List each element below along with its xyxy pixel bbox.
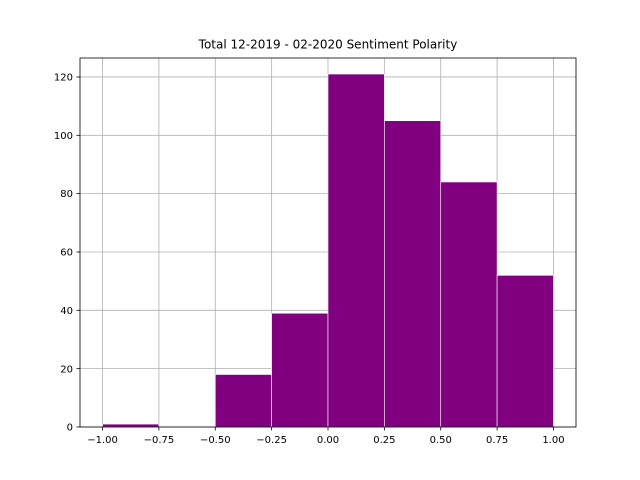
y-tick-label: 60: [60, 248, 73, 259]
x-tick-label: 0.00: [317, 435, 339, 446]
y-tick-label: 100: [54, 131, 73, 142]
x-tick-label: −0.75: [144, 435, 175, 446]
chart-title: Total 12-2019 - 02-2020 Sentiment Polari…: [198, 38, 458, 52]
histogram-bar: [496, 275, 554, 428]
histogram-bar: [384, 120, 442, 428]
x-axis-ticks: −1.00 −0.75 −0.50 −0.25 0.00 0.25 0.50 0.75 1.00: [87, 427, 565, 446]
histogram-bar: [327, 73, 385, 428]
y-tick-label: 80: [60, 189, 73, 200]
x-tick-label: −0.25: [256, 435, 287, 446]
histogram-bar: [102, 423, 160, 428]
x-tick-label: 0.25: [373, 435, 395, 446]
y-axis-ticks: 0 20 40 60 80 100 120: [54, 73, 80, 434]
y-tick-label: 20: [60, 364, 73, 375]
histogram-bar: [440, 181, 498, 428]
x-tick-label: 0.75: [486, 435, 508, 446]
y-tick-label: 40: [60, 306, 73, 317]
histogram-bar: [271, 312, 329, 428]
y-tick-label: 120: [54, 73, 73, 84]
x-tick-label: −0.50: [200, 435, 231, 446]
histogram-bar: [214, 374, 272, 428]
y-tick-label: 0: [67, 423, 73, 434]
x-tick-label: 0.50: [430, 435, 452, 446]
x-tick-label: −1.00: [87, 435, 118, 446]
x-tick-label: 1.00: [542, 435, 564, 446]
histogram-bars: [102, 73, 554, 428]
